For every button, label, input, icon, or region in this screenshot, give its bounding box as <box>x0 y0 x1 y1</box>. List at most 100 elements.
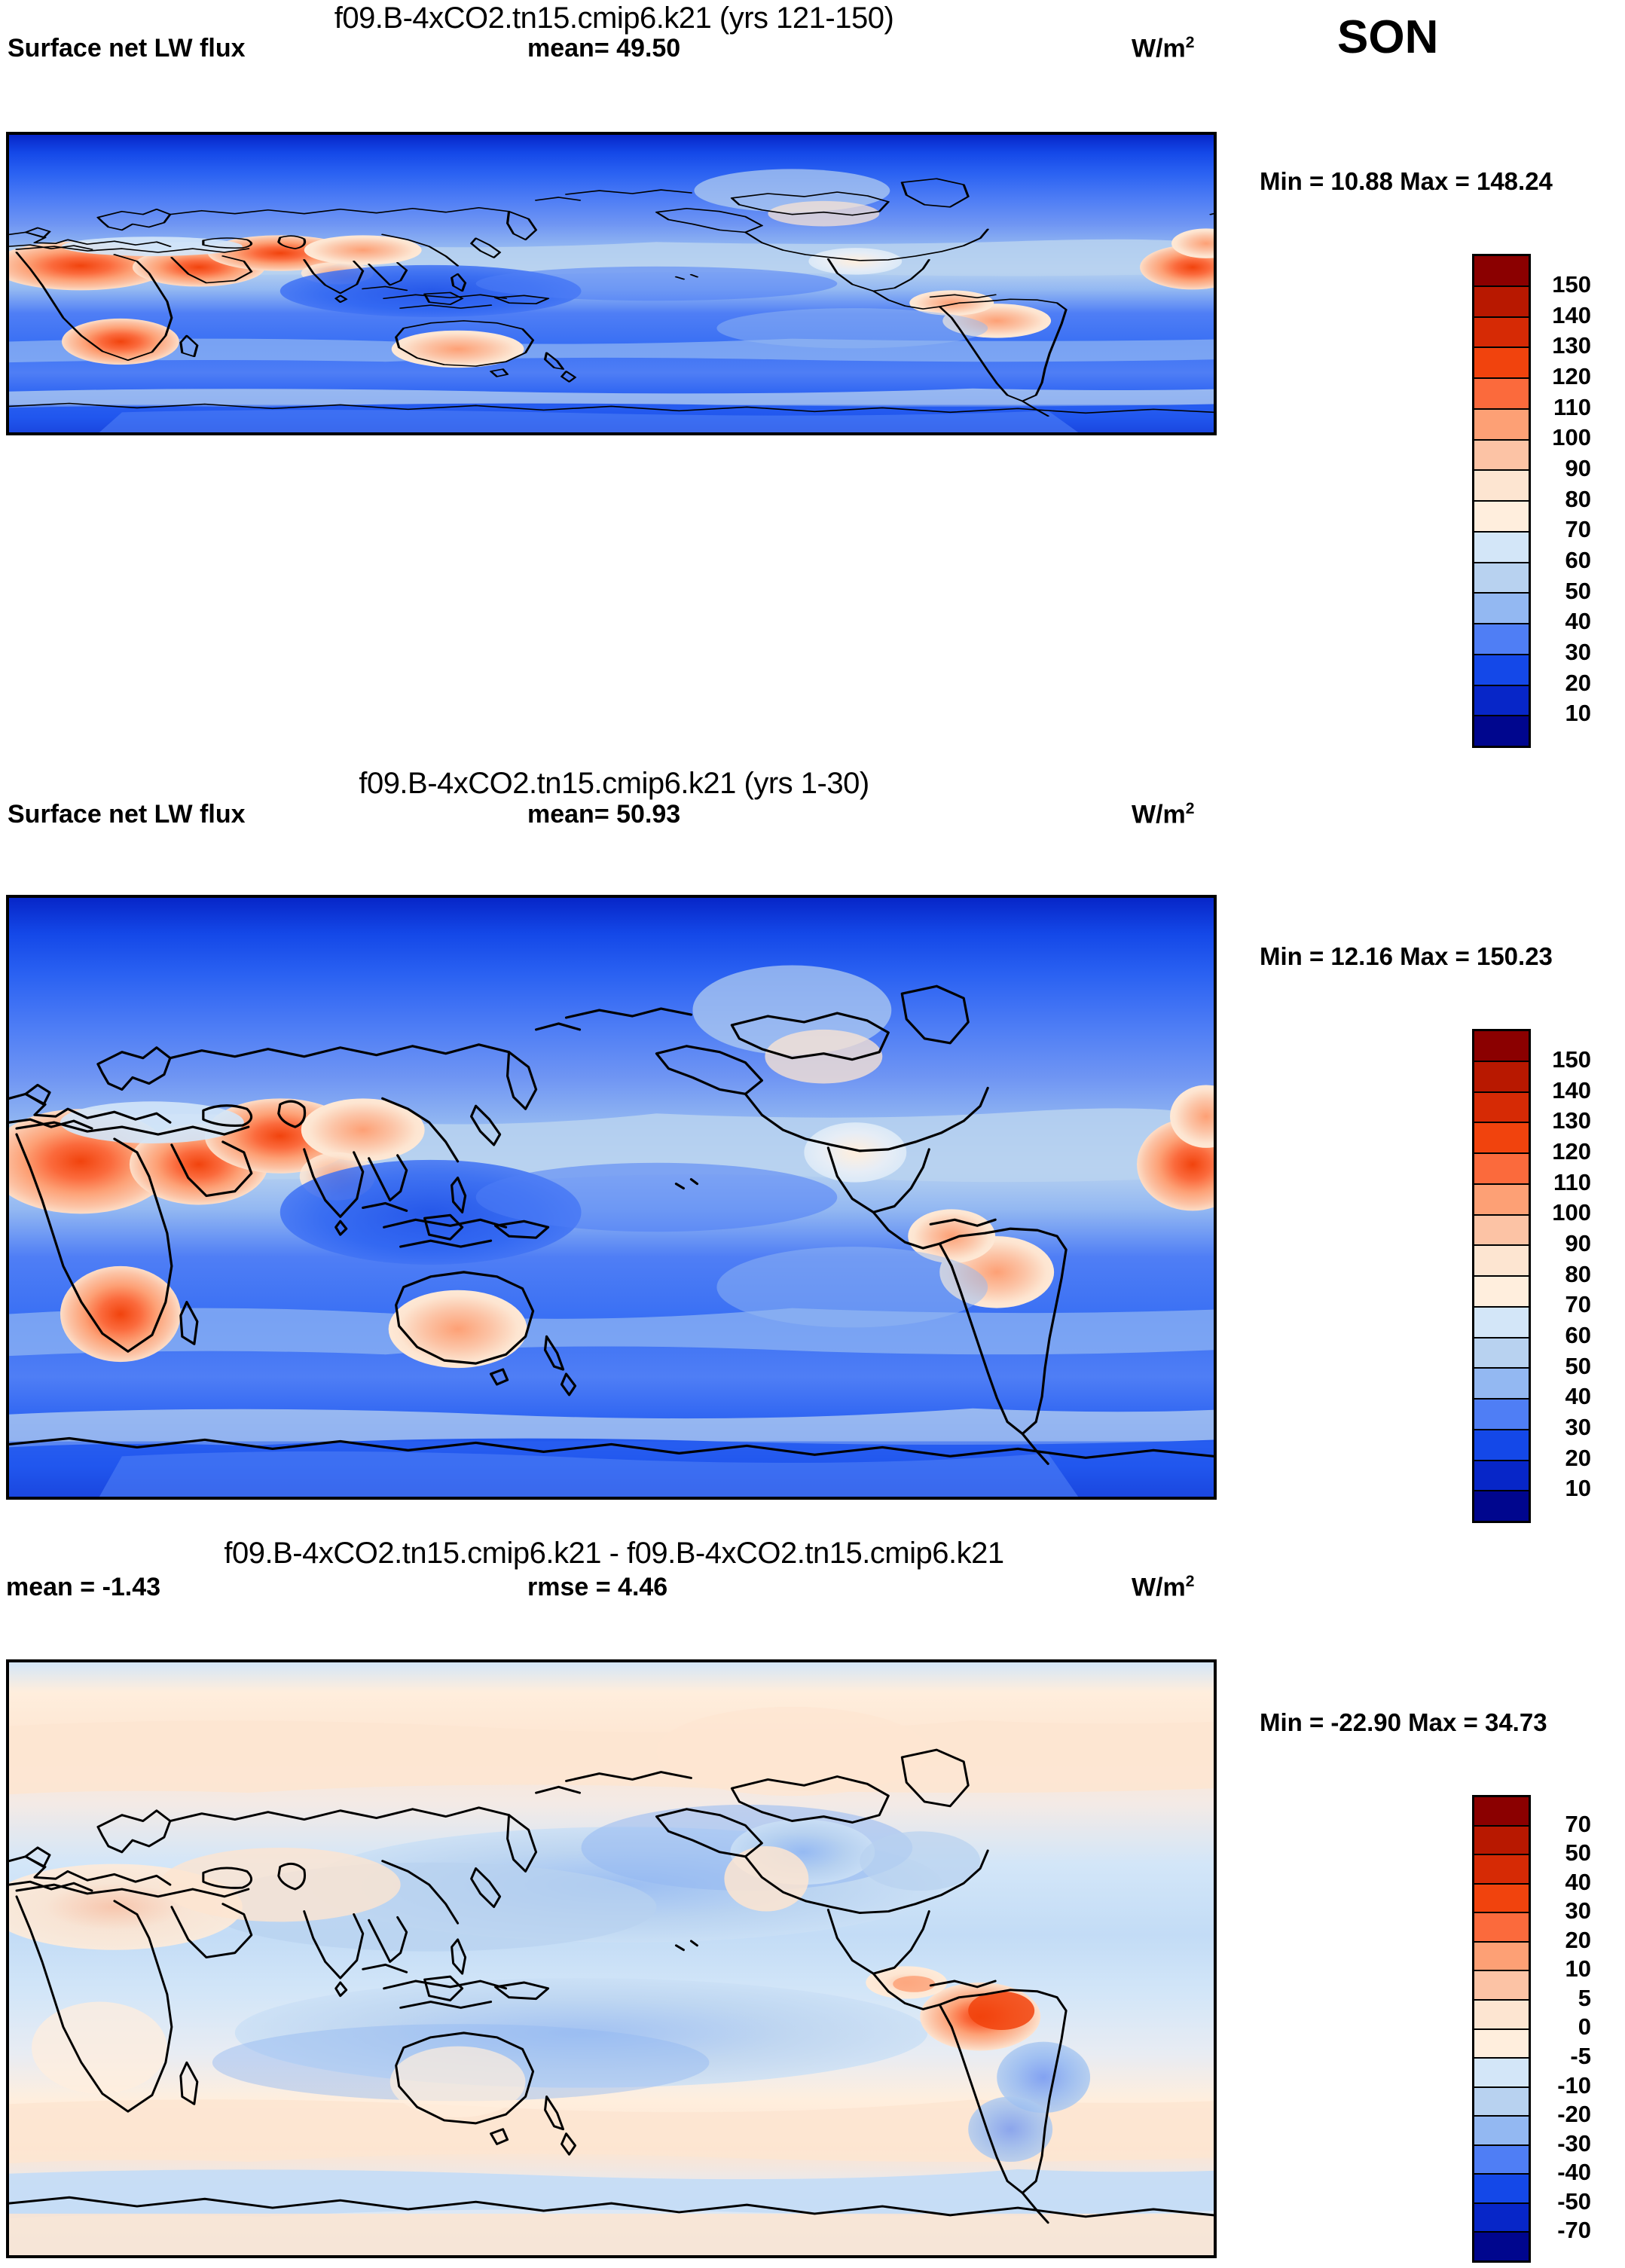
colorbar-band <box>1474 2029 1529 2059</box>
colorbar-tick: 50 <box>1565 577 1591 604</box>
colorbar-tick: 10 <box>1565 1475 1591 1502</box>
colorbar-tick: 110 <box>1553 1168 1591 1195</box>
panel-3-map[interactable] <box>6 1659 1217 2258</box>
colorbar-band <box>1474 1246 1529 1277</box>
panel-2-units-text: W/m <box>1132 800 1186 829</box>
colorbar-band <box>1474 716 1529 746</box>
colorbar-band <box>1474 1797 1529 1827</box>
colorbar-tick: 150 <box>1552 270 1591 298</box>
panel-1-units-text: W/m <box>1132 34 1186 63</box>
colorbar-band <box>1474 1913 1529 1943</box>
colorbar-tick: 50 <box>1565 1352 1591 1379</box>
colorbar-tick: 140 <box>1552 301 1591 328</box>
colorbar-band <box>1474 655 1529 686</box>
colorbar-band <box>1474 502 1529 533</box>
season-tag: SON <box>1337 11 1439 63</box>
colorbar-band <box>1474 624 1529 655</box>
panel-3-rmse-label: rmse = 4.46 <box>527 1573 668 1601</box>
colorbar-tick: 100 <box>1552 424 1591 451</box>
colorbar-band <box>1474 1430 1529 1461</box>
colorbar-band <box>1474 2059 1529 2088</box>
colorbar-tick: -20 <box>1557 2101 1591 2128</box>
panel-2-map[interactable] <box>6 895 1217 1500</box>
colorbar-tick: -70 <box>1557 2217 1591 2244</box>
colorbar-band <box>1474 471 1529 502</box>
colorbar-band <box>1474 1123 1529 1154</box>
colorbar-tick: 40 <box>1565 1383 1591 1410</box>
colorbar-tick: 20 <box>1565 1926 1591 1953</box>
colorbar-band <box>1474 348 1529 379</box>
panel-1-colorbar-labels: 150 140 130 120 110 100 90 80 70 60 50 4… <box>1537 269 1620 728</box>
colorbar-tick: -50 <box>1557 2187 1591 2215</box>
colorbar-band <box>1474 1031 1529 1062</box>
colorbar-tick: 30 <box>1565 1897 1591 1925</box>
colorbar-tick: 40 <box>1565 608 1591 635</box>
colorbar-band <box>1474 1826 1529 1856</box>
colorbar-tick: 20 <box>1565 1444 1591 1471</box>
colorbar-band <box>1474 256 1529 287</box>
colorbar-tick: 140 <box>1552 1076 1591 1103</box>
colorbar-band <box>1474 286 1529 318</box>
colorbar-band <box>1474 1307 1529 1339</box>
panel-1-map[interactable] <box>6 132 1217 435</box>
colorbar-band <box>1474 594 1529 624</box>
colorbar-tick: 110 <box>1553 393 1591 420</box>
colorbar-band <box>1474 1884 1529 1914</box>
colorbar-tick: 90 <box>1565 454 1591 481</box>
colorbar-tick: 60 <box>1565 1321 1591 1348</box>
colorbar-band <box>1474 2145 1529 2175</box>
colorbar-band <box>1474 440 1529 472</box>
colorbar-band <box>1474 532 1529 563</box>
panel-3-units-text: W/m <box>1132 1573 1186 1602</box>
panel-2-minmax-label: Min = 12.16 Max = 150.23 <box>1260 942 1553 970</box>
colorbar-band <box>1474 685 1529 717</box>
colorbar-tick: 5 <box>1578 1984 1591 2011</box>
colorbar-band <box>1474 1215 1529 1247</box>
panel-2-colorbar[interactable] <box>1472 1029 1531 1523</box>
panel-3-units-exponent: 2 <box>1185 1573 1195 1590</box>
panel-3-minmax-label: Min = -22.90 Max = 34.73 <box>1260 1708 1547 1736</box>
colorbar-band <box>1474 1092 1529 1124</box>
colorbar-band <box>1474 2000 1529 2030</box>
panel-1-variable-label: Surface net LW flux <box>8 34 246 63</box>
colorbar-band <box>1474 317 1529 349</box>
panel-2-colorbar-labels: 150 140 130 120 110 100 90 80 70 60 50 4… <box>1537 1044 1620 1503</box>
panel-2-mean-label: mean= 50.93 <box>527 800 681 829</box>
colorbar-band <box>1474 1338 1529 1369</box>
colorbar-band <box>1474 563 1529 594</box>
colorbar-tick: -5 <box>1570 2043 1591 2070</box>
panel-1-map-canvas <box>9 135 1214 432</box>
colorbar-tick: 100 <box>1552 1199 1591 1226</box>
colorbar-tick: -40 <box>1557 2159 1591 2186</box>
panel-1-units-exponent: 2 <box>1185 34 1195 51</box>
colorbar-band <box>1474 2175 1529 2204</box>
panel-1-minmax-label: Min = 10.88 Max = 148.24 <box>1260 167 1553 195</box>
colorbar-band <box>1474 379 1529 410</box>
panel-3-colorbar-labels: 70 50 40 30 20 10 5 0 -5 -10 -20 -30 -40… <box>1537 1809 1620 2245</box>
colorbar-band <box>1474 1491 1529 1521</box>
colorbar-tick: 70 <box>1565 1291 1591 1318</box>
colorbar-tick: 30 <box>1565 638 1591 665</box>
colorbar-band <box>1474 2117 1529 2146</box>
colorbar-band <box>1474 1971 1529 2001</box>
panel-3-units-label: W/m2 <box>1132 1573 1195 1602</box>
panel-1-mean-label: mean= 49.50 <box>527 34 681 63</box>
colorbar-tick: 130 <box>1552 1107 1591 1134</box>
colorbar-tick: 10 <box>1565 1955 1591 1983</box>
panel-2-title: f09.B-4xCO2.tn15.cmip6.k21 (yrs 1-30) <box>359 767 869 800</box>
panel-3-title: f09.B-4xCO2.tn15.cmip6.k21 - f09.B-4xCO2… <box>224 1537 1004 1570</box>
colorbar-tick: 80 <box>1565 485 1591 512</box>
colorbar-tick: 10 <box>1565 700 1591 727</box>
panel-3-mean-label: mean = -1.43 <box>6 1573 161 1601</box>
panel-3-colorbar[interactable] <box>1472 1795 1531 2263</box>
panel-3-map-canvas <box>9 1662 1214 2255</box>
panel-2-variable-label: Surface net LW flux <box>8 800 246 829</box>
panel-1-units-label: W/m2 <box>1132 34 1195 63</box>
colorbar-band <box>1474 1942 1529 1972</box>
colorbar-band <box>1474 1400 1529 1430</box>
colorbar-tick: 50 <box>1565 1839 1591 1867</box>
colorbar-band <box>1474 1061 1529 1093</box>
colorbar-band <box>1474 1154 1529 1185</box>
panel-1-colorbar[interactable] <box>1472 254 1531 748</box>
colorbar-tick: 90 <box>1565 1229 1591 1256</box>
